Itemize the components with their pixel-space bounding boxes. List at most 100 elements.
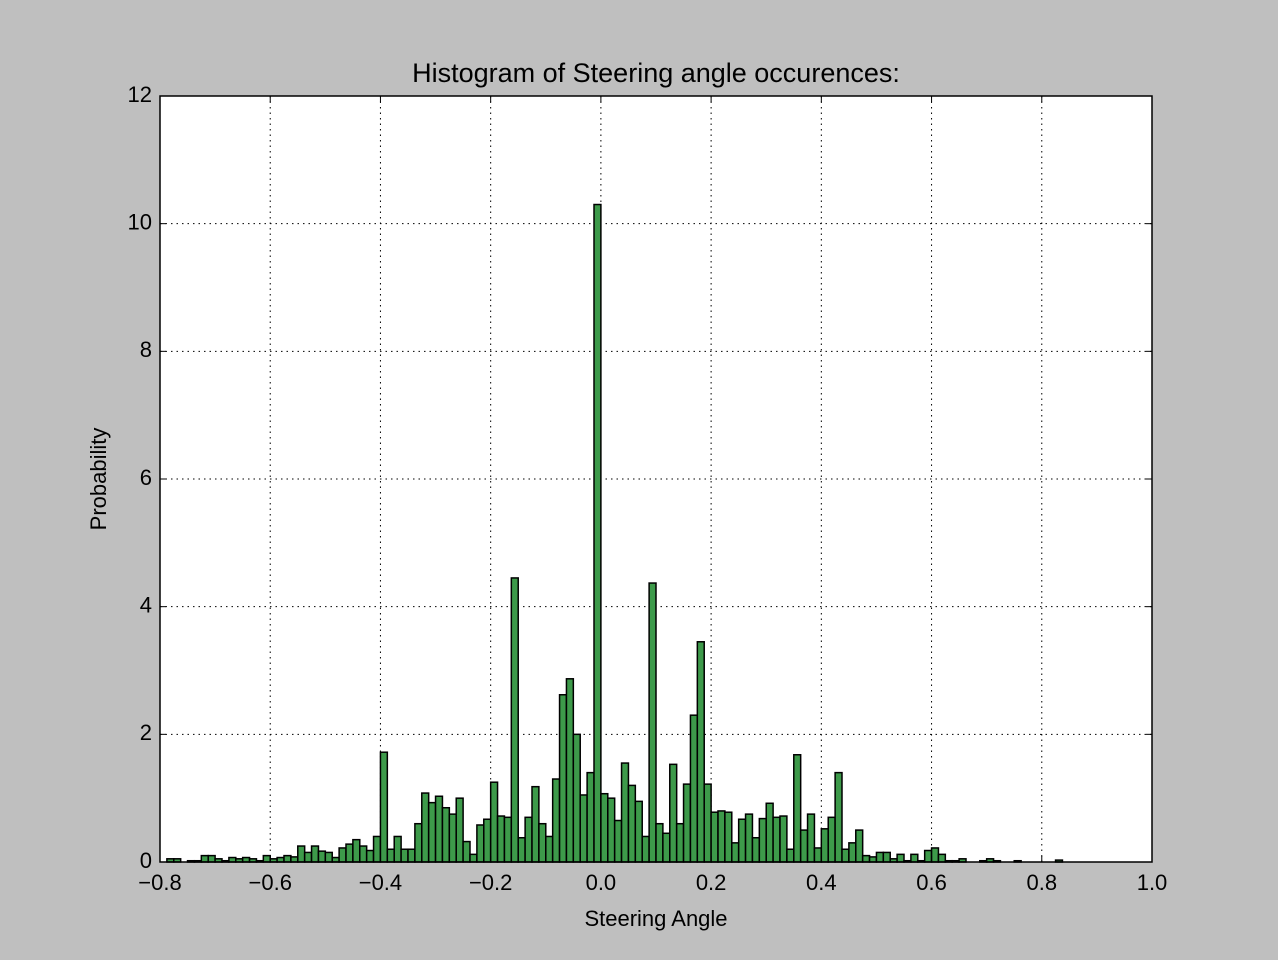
bar xyxy=(359,845,368,863)
y-axis-label: Probability xyxy=(86,428,111,531)
bar xyxy=(421,792,430,863)
bar xyxy=(593,203,602,863)
bar xyxy=(758,817,767,863)
bar xyxy=(655,822,664,863)
bar xyxy=(737,818,747,863)
bar xyxy=(779,815,788,863)
bar xyxy=(662,832,671,863)
bar xyxy=(675,822,685,863)
bar xyxy=(717,810,726,863)
bar xyxy=(207,854,216,863)
bar xyxy=(600,792,609,863)
bar xyxy=(896,853,905,863)
bar xyxy=(641,835,650,863)
bar xyxy=(455,797,464,863)
bar xyxy=(765,802,774,863)
bar xyxy=(400,848,409,863)
bar xyxy=(338,847,347,863)
bar xyxy=(503,816,513,863)
y-tick-label: 12 xyxy=(128,82,152,107)
x-tick-label: −0.8 xyxy=(138,870,181,895)
bar xyxy=(806,813,816,863)
ticks: 0 2 4 6 8 10 12 −0.8 −0.6 −0.4 −0.2 0.0 0.2 0.4 0.6 0.8… xyxy=(128,82,1168,895)
bar xyxy=(317,850,327,863)
bar xyxy=(483,818,492,863)
bar xyxy=(558,694,568,863)
bar xyxy=(703,783,712,863)
bars xyxy=(166,203,1064,863)
bar xyxy=(469,853,478,863)
x-tick-label: −0.4 xyxy=(359,870,402,895)
bar xyxy=(524,816,533,863)
bar xyxy=(627,784,637,863)
bar xyxy=(510,577,519,863)
bar xyxy=(407,848,416,863)
bar xyxy=(937,853,947,863)
x-tick-label: 0.4 xyxy=(806,870,837,895)
bar xyxy=(545,835,554,863)
bar xyxy=(731,842,740,863)
bar xyxy=(434,795,444,863)
bar xyxy=(786,848,795,863)
bar xyxy=(744,813,754,863)
bar xyxy=(793,754,802,863)
bar xyxy=(855,829,864,863)
bar xyxy=(365,849,375,863)
bar xyxy=(820,828,829,863)
bar xyxy=(262,854,271,863)
bar xyxy=(414,822,423,863)
y-tick-label: 8 xyxy=(140,337,152,362)
bar xyxy=(848,842,857,863)
x-tick-label: 0.8 xyxy=(1026,870,1057,895)
x-tick-label: −0.6 xyxy=(249,870,292,895)
bar xyxy=(634,800,643,863)
bar xyxy=(372,835,382,863)
bar xyxy=(772,816,781,863)
bar xyxy=(841,848,850,863)
bar xyxy=(689,714,699,863)
bar xyxy=(813,847,823,863)
bar xyxy=(579,794,588,863)
bar xyxy=(696,641,705,863)
bar xyxy=(441,806,451,863)
bar xyxy=(910,853,919,863)
bar xyxy=(531,785,540,863)
bar xyxy=(283,854,292,863)
bar xyxy=(290,856,299,863)
bar xyxy=(448,813,457,863)
bar xyxy=(799,829,809,863)
x-tick-label: 0.2 xyxy=(696,870,727,895)
bar xyxy=(620,762,630,863)
bar xyxy=(682,783,692,863)
x-tick-label: −0.2 xyxy=(469,870,512,895)
bar xyxy=(393,835,402,863)
x-tick-label: 1.0 xyxy=(1137,870,1168,895)
bar xyxy=(868,856,878,863)
bar xyxy=(386,848,395,863)
bar xyxy=(648,582,657,863)
bar xyxy=(834,771,843,863)
bar xyxy=(923,849,933,863)
x-tick-label: 0.6 xyxy=(916,870,947,895)
bar xyxy=(345,843,354,863)
bar xyxy=(297,845,306,863)
bar xyxy=(200,854,209,863)
bar xyxy=(565,678,575,863)
y-tick-label: 10 xyxy=(128,209,152,234)
x-tick-label: 0.0 xyxy=(586,870,617,895)
chart-title: Histogram of Steering angle occurences: xyxy=(412,58,900,88)
bar xyxy=(875,851,885,863)
y-tick-label: 6 xyxy=(140,465,152,490)
bar xyxy=(827,816,836,863)
bar xyxy=(476,824,485,863)
bar xyxy=(930,847,940,863)
bar xyxy=(517,836,526,863)
bar xyxy=(586,771,595,863)
bar xyxy=(751,836,761,863)
bar xyxy=(551,778,561,863)
y-tick-label: 0 xyxy=(140,848,152,873)
y-tick-label: 4 xyxy=(140,592,152,617)
bar xyxy=(710,811,719,863)
